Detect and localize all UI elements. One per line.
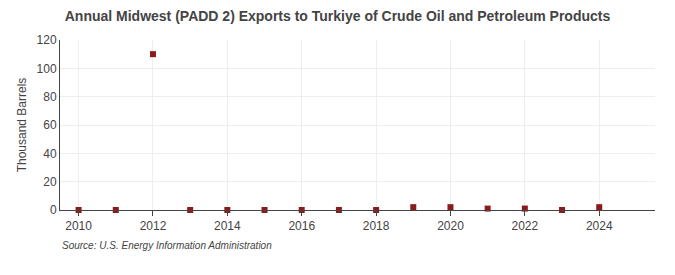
svg-text:2016: 2016 xyxy=(288,219,315,233)
svg-text:2018: 2018 xyxy=(363,219,390,233)
svg-text:100: 100 xyxy=(37,62,57,76)
svg-text:40: 40 xyxy=(43,147,57,161)
svg-text:2024: 2024 xyxy=(586,219,613,233)
svg-text:0: 0 xyxy=(50,203,57,217)
svg-text:120: 120 xyxy=(37,33,57,47)
svg-text:Annual Midwest (PADD 2) Export: Annual Midwest (PADD 2) Exports to Turki… xyxy=(65,8,611,24)
svg-text:Thousand Barrels: Thousand Barrels xyxy=(15,78,29,173)
svg-text:Source: U.S. Energy Informatio: Source: U.S. Energy Information Administ… xyxy=(62,240,272,251)
svg-text:80: 80 xyxy=(43,90,57,104)
svg-text:60: 60 xyxy=(43,118,57,132)
svg-text:2014: 2014 xyxy=(214,219,241,233)
svg-text:20: 20 xyxy=(43,175,57,189)
svg-text:2010: 2010 xyxy=(65,219,92,233)
svg-text:2020: 2020 xyxy=(437,219,464,233)
svg-text:2022: 2022 xyxy=(511,219,538,233)
svg-text:2012: 2012 xyxy=(140,219,167,233)
